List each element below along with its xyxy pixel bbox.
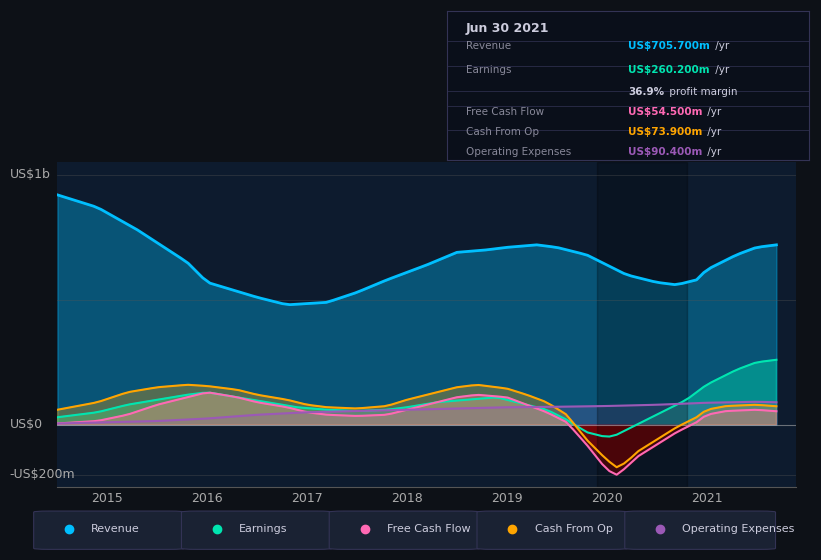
Text: Jun 30 2021: Jun 30 2021: [466, 22, 549, 35]
FancyBboxPatch shape: [34, 511, 185, 549]
Text: US$90.400m: US$90.400m: [628, 147, 703, 157]
Text: profit margin: profit margin: [666, 87, 737, 97]
Text: US$73.900m: US$73.900m: [628, 127, 703, 137]
FancyBboxPatch shape: [181, 511, 333, 549]
Text: Operating Expenses: Operating Expenses: [466, 147, 571, 157]
Text: US$1b: US$1b: [10, 169, 50, 181]
FancyBboxPatch shape: [329, 511, 480, 549]
Text: Earnings: Earnings: [239, 524, 287, 534]
Text: /yr: /yr: [704, 106, 721, 116]
Text: Free Cash Flow: Free Cash Flow: [387, 524, 470, 534]
Text: Revenue: Revenue: [466, 41, 511, 52]
Text: US$260.200m: US$260.200m: [628, 65, 709, 75]
Text: Earnings: Earnings: [466, 65, 511, 75]
Text: /yr: /yr: [704, 147, 721, 157]
Text: 36.9%: 36.9%: [628, 87, 664, 97]
Text: US$0: US$0: [10, 418, 43, 431]
Text: Revenue: Revenue: [91, 524, 140, 534]
Text: /yr: /yr: [704, 127, 721, 137]
Text: -US$200m: -US$200m: [10, 468, 75, 481]
FancyBboxPatch shape: [477, 511, 628, 549]
Text: US$705.700m: US$705.700m: [628, 41, 710, 52]
Text: Free Cash Flow: Free Cash Flow: [466, 106, 544, 116]
Text: Operating Expenses: Operating Expenses: [682, 524, 795, 534]
Text: /yr: /yr: [712, 65, 729, 75]
Text: Cash From Op: Cash From Op: [534, 524, 612, 534]
Bar: [597, 162, 686, 487]
FancyBboxPatch shape: [625, 511, 776, 549]
Text: US$54.500m: US$54.500m: [628, 106, 703, 116]
Text: /yr: /yr: [712, 41, 729, 52]
Text: Cash From Op: Cash From Op: [466, 127, 539, 137]
